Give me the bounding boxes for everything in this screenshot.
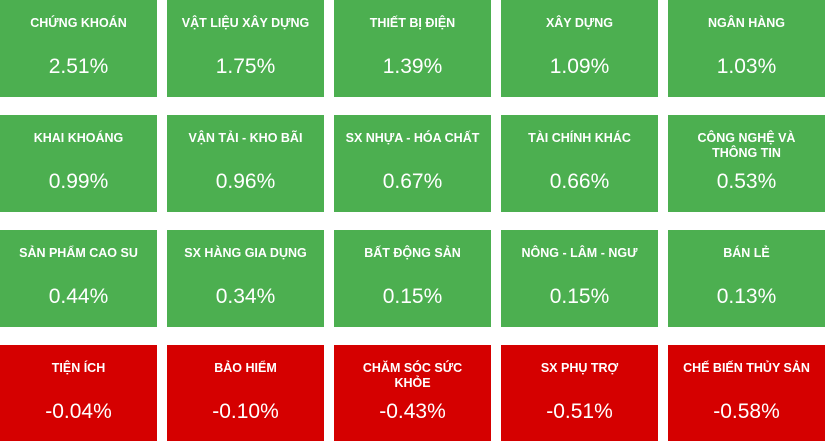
- sector-tile: CÔNG NGHỆ VÀ THÔNG TIN 0.53%: [668, 115, 825, 212]
- sector-name: NGÂN HÀNG: [707, 16, 786, 30]
- sector-change: 1.09%: [549, 55, 610, 78]
- sector-change: 0.34%: [215, 285, 276, 308]
- sector-tile: CHỨNG KHOÁN 2.51%: [0, 0, 157, 97]
- sector-change: -0.10%: [212, 400, 279, 423]
- sector-change: 0.15%: [382, 285, 443, 308]
- sector-change: 1.39%: [382, 55, 443, 78]
- sector-name: CÔNG NGHỆ VÀ THÔNG TIN: [697, 131, 796, 160]
- sector-name: TÀI CHÍNH KHÁC: [528, 131, 631, 145]
- sector-change: 2.51%: [48, 55, 109, 78]
- sector-change: 0.44%: [48, 285, 109, 308]
- sector-name: SX NHỰA - HÓA CHẤT: [345, 131, 480, 145]
- sector-change: 0.67%: [382, 170, 443, 193]
- sector-tile: SẢN PHẨM CAO SU 0.44%: [0, 230, 157, 327]
- sector-tile: VẬT LIỆU XÂY DỰNG 1.75%: [167, 0, 324, 97]
- sector-change: 1.75%: [215, 55, 276, 78]
- sector-name: CHĂM SÓC SỨC KHỎE: [362, 361, 463, 390]
- sector-change: 0.15%: [549, 285, 610, 308]
- sector-tile: CHĂM SÓC SỨC KHỎE -0.43%: [334, 345, 491, 441]
- sector-name: SẢN PHẨM CAO SU: [19, 246, 138, 260]
- sector-change: 0.53%: [716, 170, 777, 193]
- sector-name: VẬN TẢI - KHO BÃI: [188, 131, 303, 145]
- sector-tile: BẢO HIỂM -0.10%: [167, 345, 324, 441]
- sector-change: 1.03%: [716, 55, 777, 78]
- sector-tile: SX HÀNG GIA DỤNG 0.34%: [167, 230, 324, 327]
- sector-name: THIẾT BỊ ĐIỆN: [369, 16, 456, 30]
- sector-name: BÁN LẺ: [723, 246, 770, 260]
- sector-tile: TIỆN ÍCH -0.04%: [0, 345, 157, 441]
- sector-tile: XÂY DỰNG 1.09%: [501, 0, 658, 97]
- sector-tile: TÀI CHÍNH KHÁC 0.66%: [501, 115, 658, 212]
- sector-tile: SX PHỤ TRỢ -0.51%: [501, 345, 658, 441]
- sector-name: NÔNG - LÂM - NGƯ: [521, 246, 638, 260]
- sector-name: TIỆN ÍCH: [51, 361, 106, 375]
- sector-name: BẢO HIỂM: [214, 361, 277, 375]
- sector-tile: KHAI KHOÁNG 0.99%: [0, 115, 157, 212]
- sector-change: 0.66%: [549, 170, 610, 193]
- sector-name: CHỨNG KHOÁN: [30, 16, 127, 30]
- sector-change: -0.58%: [713, 400, 780, 423]
- sector-name: KHAI KHOÁNG: [33, 131, 124, 145]
- sector-name: BẤT ĐỘNG SẢN: [364, 246, 461, 260]
- sector-tile: NÔNG - LÂM - NGƯ 0.15%: [501, 230, 658, 327]
- sector-change: 0.96%: [215, 170, 276, 193]
- sector-tile: THIẾT BỊ ĐIỆN 1.39%: [334, 0, 491, 97]
- sector-name: XÂY DỰNG: [545, 16, 614, 30]
- sector-name: VẬT LIỆU XÂY DỰNG: [181, 16, 310, 30]
- sector-tile: BÁN LẺ 0.13%: [668, 230, 825, 327]
- sector-name: CHẾ BIẾN THỦY SẢN: [683, 361, 810, 375]
- sector-name: SX HÀNG GIA DỤNG: [184, 246, 307, 260]
- sector-name: SX PHỤ TRỢ: [540, 361, 619, 375]
- sector-change: -0.04%: [45, 400, 112, 423]
- sector-change: -0.43%: [379, 400, 446, 423]
- sector-change: 0.99%: [48, 170, 109, 193]
- sector-tile: CHẾ BIẾN THỦY SẢN -0.58%: [668, 345, 825, 441]
- sector-tile: NGÂN HÀNG 1.03%: [668, 0, 825, 97]
- sector-tile: SX NHỰA - HÓA CHẤT 0.67%: [334, 115, 491, 212]
- sector-tile: BẤT ĐỘNG SẢN 0.15%: [334, 230, 491, 327]
- sector-change: 0.13%: [716, 285, 777, 308]
- sector-tile: VẬN TẢI - KHO BÃI 0.96%: [167, 115, 324, 212]
- sector-change: -0.51%: [546, 400, 613, 423]
